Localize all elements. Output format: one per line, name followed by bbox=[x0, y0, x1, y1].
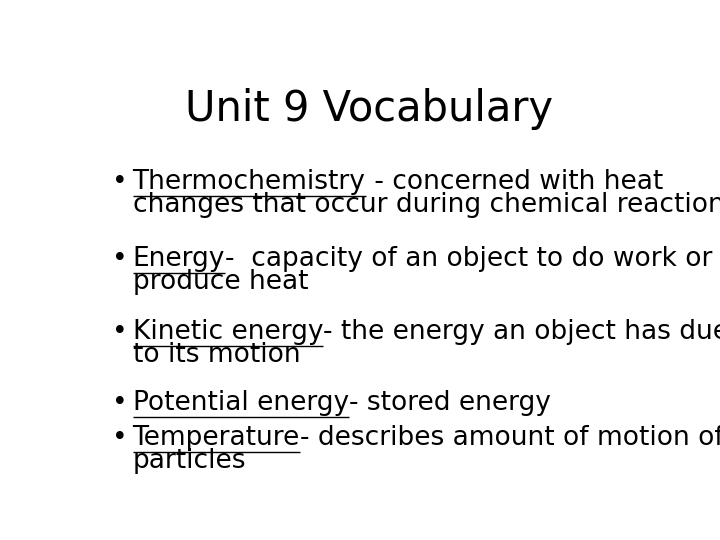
Text: Energy: Energy bbox=[132, 246, 225, 272]
Text: •: • bbox=[112, 425, 127, 451]
Text: Kinetic energy: Kinetic energy bbox=[132, 319, 323, 345]
Text: Unit 9 Vocabulary: Unit 9 Vocabulary bbox=[185, 88, 553, 130]
Text: - concerned with heat: - concerned with heat bbox=[366, 168, 662, 195]
Text: •: • bbox=[112, 246, 127, 272]
Text: changes that occur during chemical reactions: changes that occur during chemical react… bbox=[132, 192, 720, 218]
Text: •: • bbox=[112, 390, 127, 416]
Text: Temperature: Temperature bbox=[132, 425, 300, 451]
Text: Thermochemistry: Thermochemistry bbox=[132, 168, 366, 195]
Text: particles: particles bbox=[132, 448, 246, 474]
Text: Potential energy: Potential energy bbox=[132, 390, 348, 416]
Text: - stored energy: - stored energy bbox=[348, 390, 551, 416]
Text: - the energy an object has due: - the energy an object has due bbox=[323, 319, 720, 345]
Text: -  capacity of an object to do work or: - capacity of an object to do work or bbox=[225, 246, 712, 272]
Text: - describes amount of motion of: - describes amount of motion of bbox=[300, 425, 720, 451]
Text: to its motion: to its motion bbox=[132, 342, 300, 368]
Text: produce heat: produce heat bbox=[132, 269, 308, 295]
Text: •: • bbox=[112, 168, 127, 195]
Text: •: • bbox=[112, 319, 127, 345]
